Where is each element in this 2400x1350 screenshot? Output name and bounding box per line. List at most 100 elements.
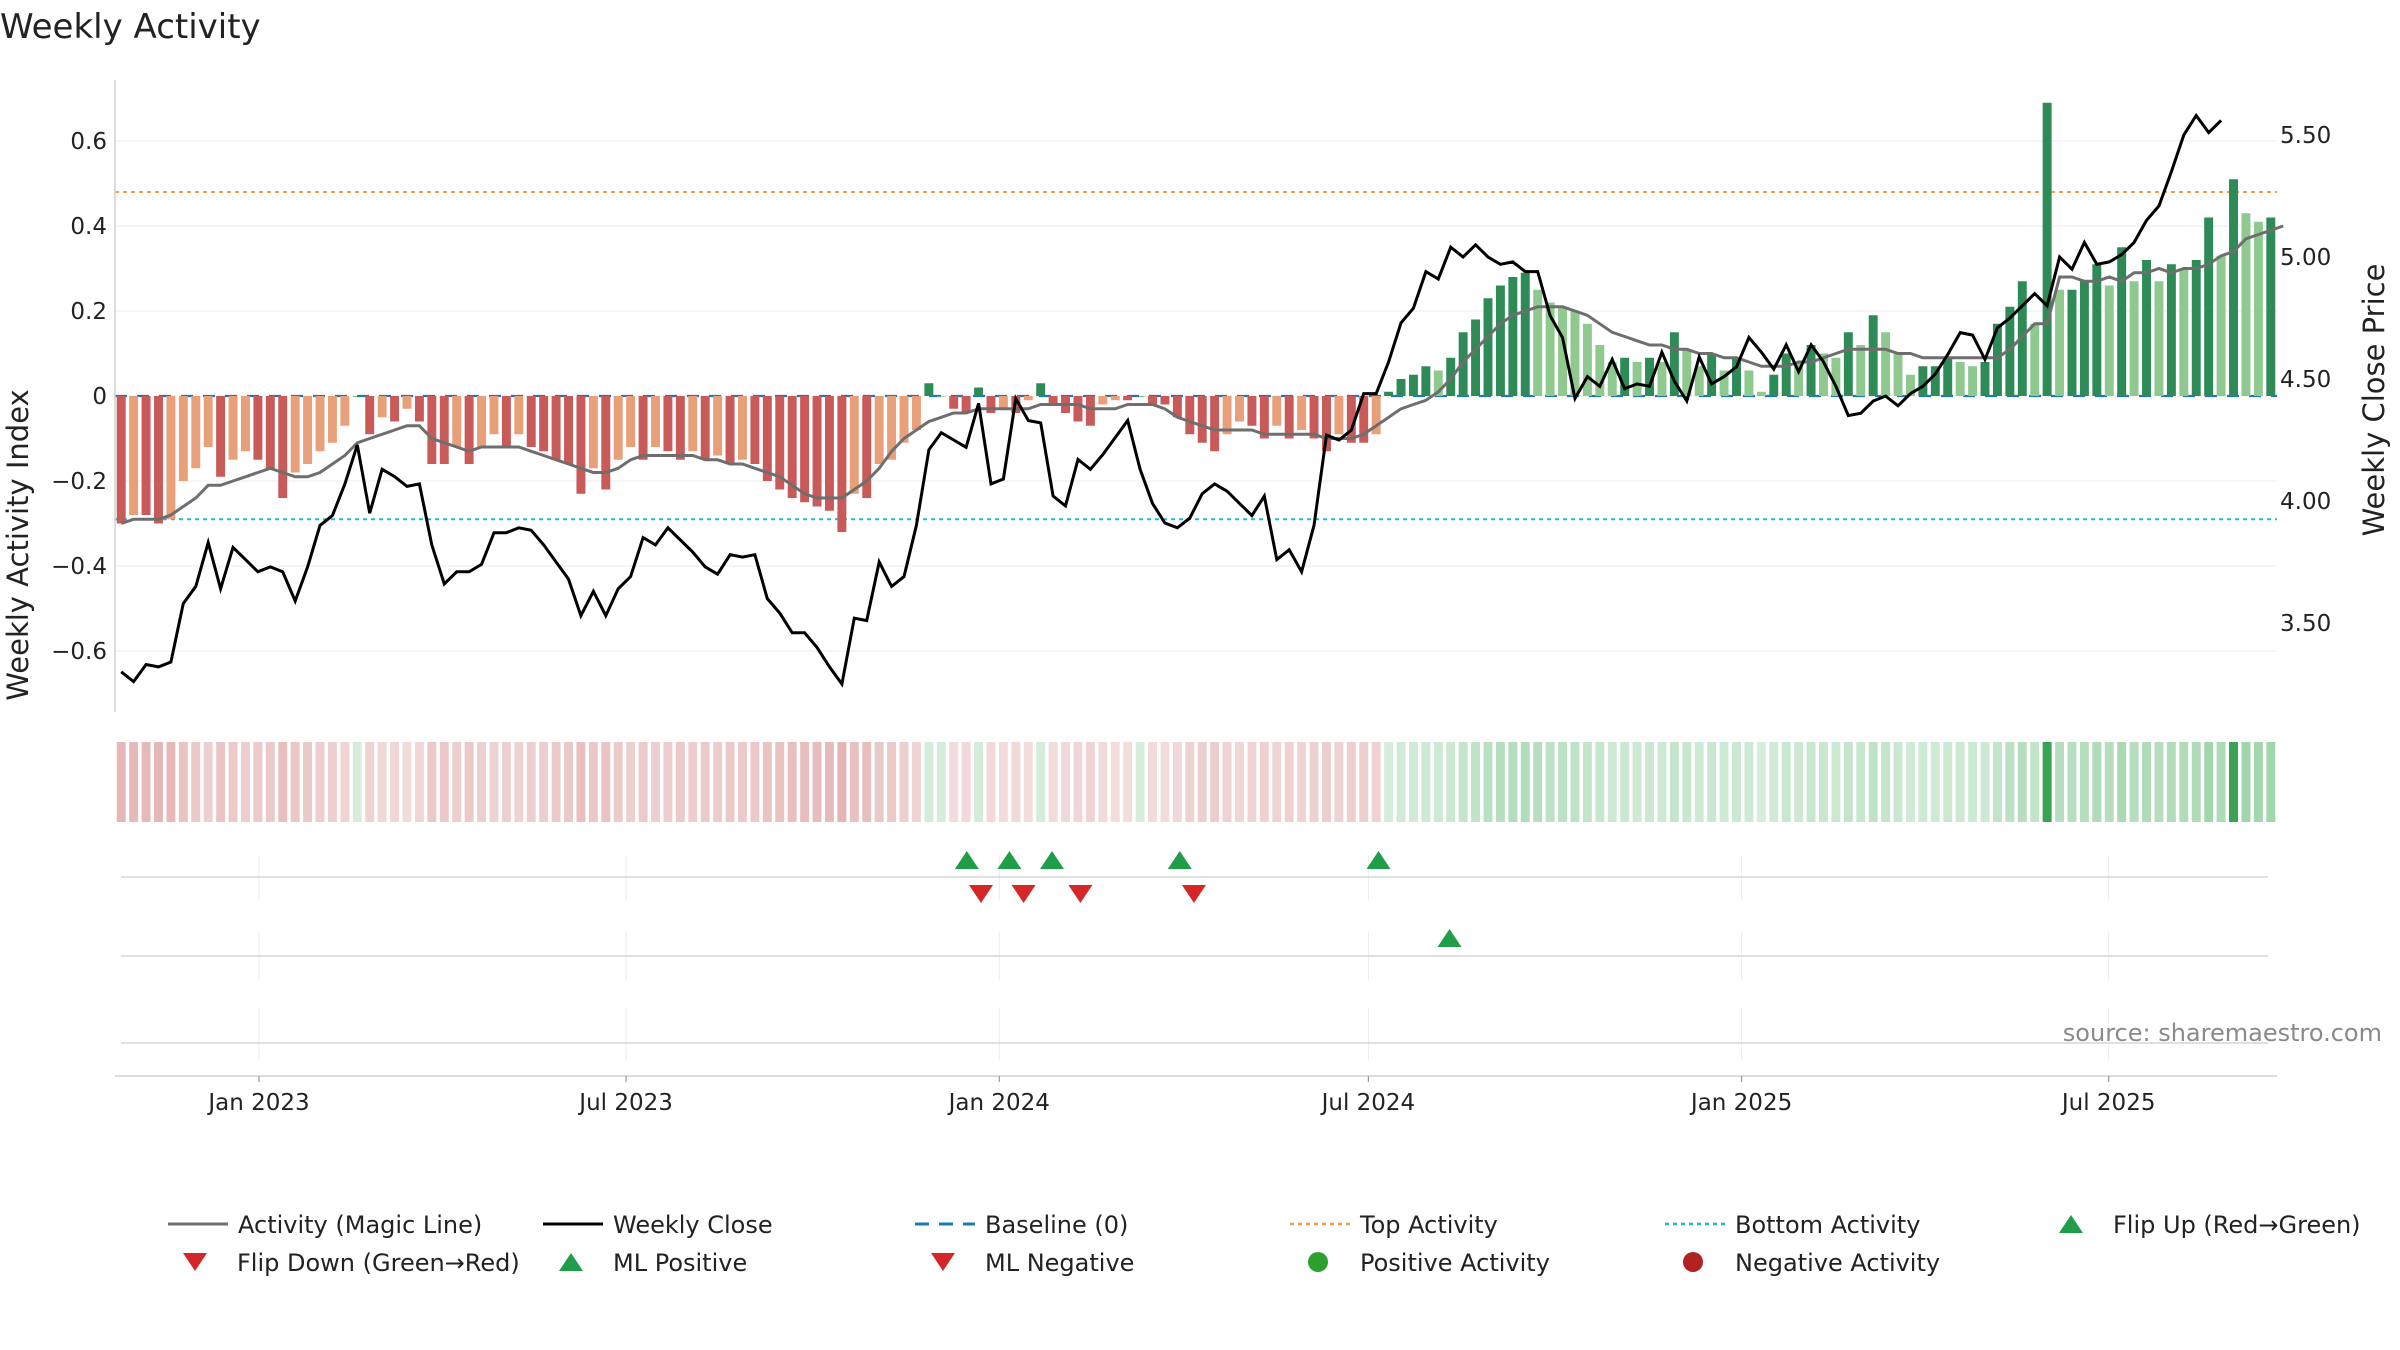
heat-cell xyxy=(564,742,573,822)
legend-label: Activity (Magic Line) xyxy=(238,1211,482,1239)
heat-cell xyxy=(1943,742,1953,822)
activity-bar xyxy=(713,396,723,456)
heat-cell xyxy=(576,742,586,822)
activity-bar xyxy=(402,396,412,409)
activity-bar xyxy=(1309,396,1319,439)
heat-cell xyxy=(1123,742,1133,822)
heat-cell xyxy=(849,742,859,822)
activity-bar xyxy=(477,396,487,447)
heat-cell xyxy=(1421,742,1431,822)
activity-bar xyxy=(2117,247,2127,396)
heat-cell xyxy=(1160,742,1170,822)
legend-label: ML Positive xyxy=(613,1249,747,1277)
activity-bar xyxy=(1471,319,1481,396)
flip-up-marker xyxy=(954,851,979,869)
activity-bar xyxy=(2042,102,2052,396)
heat-cell xyxy=(775,742,785,822)
heat-cell xyxy=(1756,742,1766,822)
heat-cell xyxy=(1918,742,1928,822)
heat-cell xyxy=(1495,742,1505,822)
heat-cell xyxy=(899,742,909,822)
activity-bar xyxy=(887,396,897,460)
heat-cell xyxy=(1359,742,1369,822)
activity-bar xyxy=(775,396,785,490)
signal-markers xyxy=(954,851,1462,947)
heat-cell xyxy=(464,742,474,822)
heat-cell xyxy=(2030,742,2040,822)
heat-cell xyxy=(539,742,549,822)
heat-cell xyxy=(2266,742,2276,822)
heat-cell xyxy=(551,742,561,822)
x-tick-label: Jan 2025 xyxy=(1689,1090,1792,1116)
activity-bar xyxy=(1781,353,1791,396)
legend-label: Positive Activity xyxy=(1360,1249,1550,1277)
activity-bar xyxy=(675,396,685,460)
activity-bar xyxy=(2079,281,2089,396)
legend-circle-icon xyxy=(1683,1252,1703,1272)
heat-cell xyxy=(1781,742,1791,822)
activity-bar xyxy=(1235,396,1244,422)
heat-cell xyxy=(2179,742,2189,822)
heat-cell xyxy=(228,742,238,822)
magic-line xyxy=(120,224,2284,525)
heat-cell xyxy=(1073,742,1083,822)
heat-cell xyxy=(129,742,139,822)
heat-cell xyxy=(2216,742,2226,822)
heat-cell xyxy=(1570,742,1580,822)
activity-bar xyxy=(2204,217,2214,396)
activity-bar xyxy=(216,396,226,477)
heat-cell xyxy=(824,742,834,822)
heat-cell xyxy=(1831,742,1841,822)
activity-bar xyxy=(1694,366,1704,396)
heat-cell xyxy=(340,742,350,822)
activity-bar xyxy=(377,396,387,418)
heat-cell xyxy=(837,742,847,822)
legend-item: Positive Activity xyxy=(1308,1249,1550,1277)
heat-cell xyxy=(1048,742,1058,822)
activity-bar xyxy=(1806,345,1816,396)
activity-bar xyxy=(800,396,810,503)
activity-bar xyxy=(141,396,151,515)
legend-label: Negative Activity xyxy=(1735,1249,1940,1277)
activity-bar xyxy=(278,396,288,498)
heat-cell xyxy=(1930,742,1940,822)
activity-bar xyxy=(1197,396,1207,443)
heat-cell xyxy=(1247,742,1257,822)
heat-cell xyxy=(1011,742,1021,822)
x-tick-label: Jul 2025 xyxy=(2060,1090,2156,1116)
activity-bar xyxy=(986,396,996,413)
heat-cell xyxy=(626,742,636,822)
activity-bar xyxy=(564,396,573,464)
heat-cell xyxy=(2241,742,2251,822)
y-tick-label: 0.4 xyxy=(70,214,107,240)
activity-bar xyxy=(613,396,623,460)
y2-tick-label: 4.00 xyxy=(2280,489,2331,515)
activity-bar xyxy=(1744,370,1754,396)
heat-cell xyxy=(377,742,387,822)
heat-cell xyxy=(1185,742,1195,822)
heat-cell xyxy=(278,742,288,822)
source-note: source: sharemaestro.com xyxy=(2063,1019,2382,1047)
heat-cell xyxy=(1732,742,1741,822)
heat-cell xyxy=(1197,742,1207,822)
y2-tick-label: 4.50 xyxy=(2280,367,2331,393)
heat-cell xyxy=(2117,742,2127,822)
activity-bar xyxy=(1135,396,1145,397)
heat-cell xyxy=(663,742,673,822)
heat-cell xyxy=(1148,742,1157,822)
x-tick-label: Jan 2024 xyxy=(947,1090,1050,1116)
heat-cell xyxy=(601,742,611,822)
heat-cell xyxy=(1483,742,1493,822)
heat-cell xyxy=(452,742,462,822)
heat-cell xyxy=(762,742,772,822)
activity-bar xyxy=(911,396,921,430)
heat-cell xyxy=(166,742,176,822)
heat-cell xyxy=(1682,742,1692,822)
activity-bar xyxy=(2179,268,2189,396)
activity-bar xyxy=(390,396,400,422)
heat-cell xyxy=(1235,742,1244,822)
heat-cell xyxy=(1893,742,1903,822)
activity-bar xyxy=(601,396,611,490)
heat-cell xyxy=(2005,742,2015,822)
